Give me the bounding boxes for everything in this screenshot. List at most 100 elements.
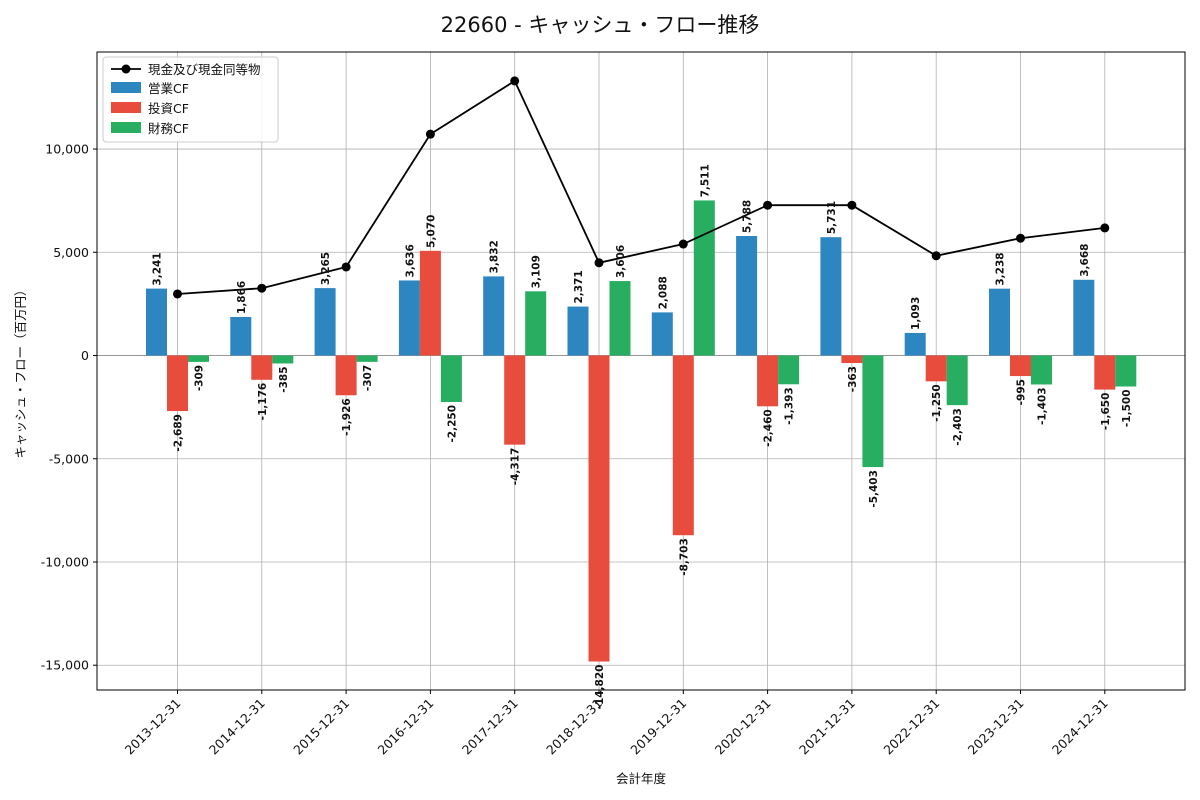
x-tick-label: 2016-12-31 <box>375 696 437 758</box>
y-tick-label: -10,000 <box>41 554 89 569</box>
bar-1 <box>335 355 357 396</box>
bar-1 <box>841 355 863 364</box>
bar-1 <box>588 355 610 662</box>
bar-0 <box>314 288 336 356</box>
bar-value-label: 3,606 <box>615 245 627 278</box>
legend-swatch-operating <box>111 82 141 93</box>
bar-value-label: -1,926 <box>341 398 353 436</box>
legend: 現金及び現金同等物 営業CF 投資CF 財務CF <box>102 56 279 143</box>
x-tick-label: 2021-12-31 <box>796 696 858 758</box>
bar-value-label: -1,650 <box>1100 393 1112 431</box>
bar-value-label: -8,703 <box>678 538 690 576</box>
y-tick-label: -5,000 <box>49 451 89 466</box>
labels-layer: 3,241 1,866 3,265 3,636 3,832 2,371 2,088 5,788… <box>152 164 1133 709</box>
cash-marker <box>678 239 688 249</box>
bar-value-label: 2,088 <box>657 276 669 309</box>
bar-value-label: -385 <box>278 366 290 392</box>
bar-0 <box>904 332 926 356</box>
bar-value-label: 1,866 <box>236 281 248 314</box>
bar-2 <box>946 355 968 406</box>
bar-value-label: -1,176 <box>257 383 269 421</box>
legend-frame <box>102 56 279 143</box>
bar-value-label: 3,238 <box>995 252 1007 285</box>
bar-2 <box>1115 355 1137 387</box>
cash-marker <box>1016 233 1025 243</box>
bar-2 <box>693 200 715 356</box>
x-axis-label: 会計年度 <box>616 771 667 786</box>
bar-2 <box>862 355 884 468</box>
y-tick-label: 5,000 <box>53 245 89 260</box>
bar-0 <box>989 288 1010 356</box>
bar-value-label: 5,788 <box>742 200 754 233</box>
x-tick-label: 2017-12-31 <box>459 696 521 758</box>
bar-0 <box>651 312 673 356</box>
legend-swatch-investing <box>111 102 141 113</box>
bar-1 <box>1094 355 1116 390</box>
bar-1 <box>504 355 526 445</box>
bar-value-label: -1,500 <box>1121 389 1133 427</box>
bar-2 <box>272 355 294 364</box>
bar-1 <box>925 355 947 382</box>
bar-value-label: 5,070 <box>425 215 437 248</box>
bar-0 <box>820 237 842 356</box>
bar-value-label: -309 <box>194 365 206 391</box>
bar-value-label: 2,371 <box>573 270 585 303</box>
bar-value-label: -2,689 <box>173 414 185 452</box>
bar-value-label: 3,636 <box>404 244 416 277</box>
bar-1 <box>1010 355 1031 377</box>
line-layer <box>173 76 1110 299</box>
bar-value-label: 3,241 <box>152 252 164 285</box>
bar-2 <box>188 355 209 362</box>
bar-1 <box>167 355 188 412</box>
bar-0 <box>483 276 505 356</box>
bar-0 <box>567 306 589 356</box>
x-tick-label: 2015-12-31 <box>290 696 352 758</box>
bar-value-label: 3,109 <box>531 255 543 288</box>
legend-label-cash: 現金及び現金同等物 <box>148 62 261 77</box>
x-tick-label: 2013-12-31 <box>122 696 184 758</box>
cash-marker <box>425 129 435 139</box>
bar-value-label: -1,393 <box>784 387 796 425</box>
y-tick-label: 0 <box>81 348 89 363</box>
cash-marker <box>1100 223 1110 233</box>
x-tick-label: 2023-12-31 <box>965 696 1027 758</box>
chart-title: 22660 - キャッシュ・フロー推移 <box>441 13 760 37</box>
bar-2 <box>609 281 631 356</box>
bar-2 <box>525 291 547 356</box>
bar-0 <box>230 316 252 356</box>
bar-value-label: 7,511 <box>699 164 711 197</box>
legend-swatch-financing <box>111 122 141 133</box>
bar-value-label: -14,820 <box>594 665 606 710</box>
legend-label-operating: 営業CF <box>148 81 189 96</box>
bar-value-label: -1,250 <box>931 384 943 422</box>
cash-line <box>177 79 1105 295</box>
x-tick-label: 2020-12-31 <box>712 696 774 758</box>
y-tick-label: -15,000 <box>41 658 89 673</box>
bar-value-label: -363 <box>847 366 859 392</box>
x-tick-label: 2024-12-31 <box>1049 696 1111 758</box>
bar-value-label: 5,731 <box>826 201 838 234</box>
bar-value-label: -5,403 <box>868 470 880 508</box>
cash-marker <box>847 200 857 210</box>
bar-0 <box>1073 279 1095 356</box>
legend-line-marker <box>121 64 131 74</box>
legend-label-financing: 財務CF <box>148 121 189 136</box>
bar-value-label: -4,317 <box>510 448 522 486</box>
cash-marker <box>594 258 604 268</box>
bar-1 <box>757 355 779 407</box>
x-tick-label: 2019-12-31 <box>627 696 689 758</box>
bar-0 <box>146 288 167 356</box>
cash-marker <box>341 262 351 272</box>
cash-marker <box>763 200 773 210</box>
bar-2 <box>356 355 378 362</box>
plot-frame <box>96 51 1186 691</box>
bars-layer <box>146 200 1137 662</box>
bar-1 <box>419 250 441 356</box>
y-tick-label: 10,000 <box>45 142 89 157</box>
bar-1 <box>672 355 694 536</box>
bar-value-label: -995 <box>1016 379 1028 405</box>
bar-value-label: 3,832 <box>489 240 501 273</box>
bar-2 <box>440 355 462 402</box>
cash-marker <box>931 251 941 261</box>
